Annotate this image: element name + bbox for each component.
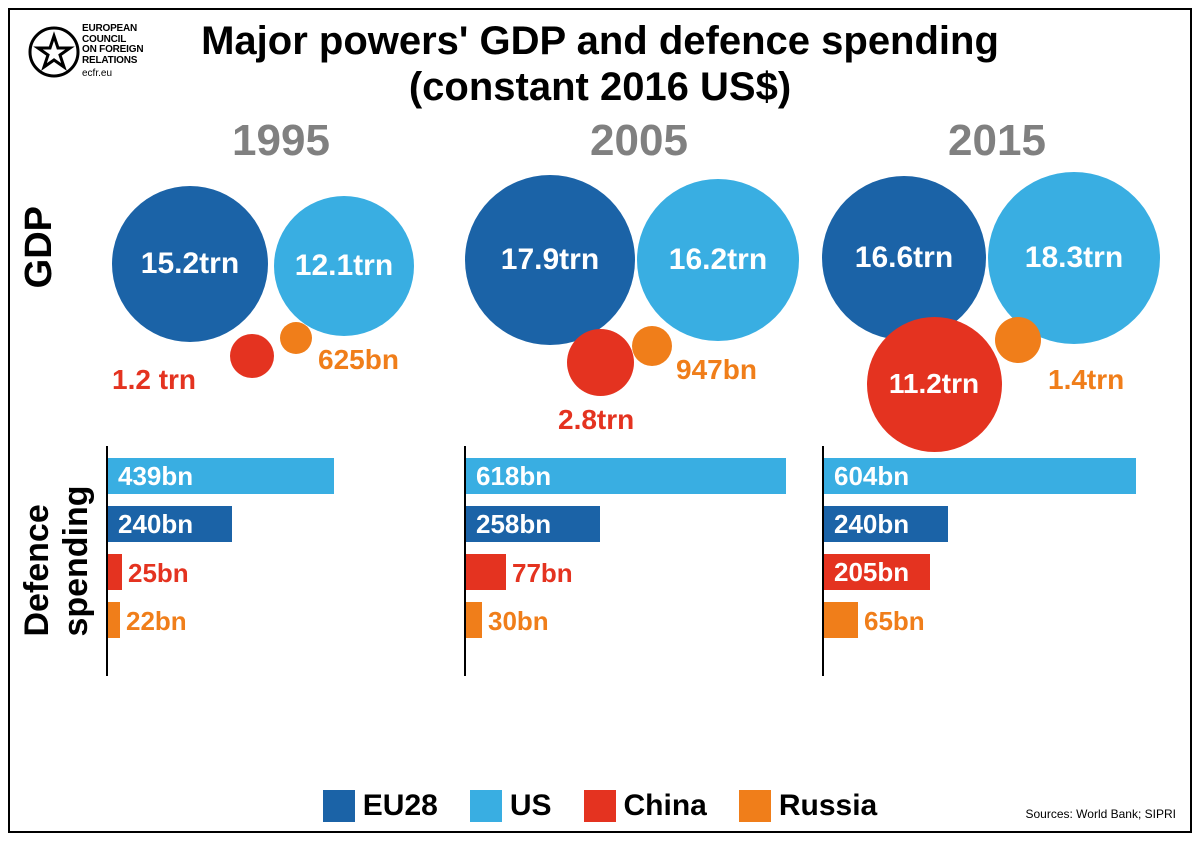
defence-bar-label-china: 77bn (512, 558, 573, 589)
logo-line4: RELATIONS (82, 56, 143, 67)
year-headers: 1995 2005 2015 (24, 116, 1176, 166)
gdp-year-group: 17.9trn16.2trn 947bn 2.8trn (460, 166, 818, 436)
defence-bar-label-china: 205bn (824, 557, 909, 588)
defence-bar-label-us: 439bn (108, 461, 193, 492)
legend-label-russia: Russia (779, 789, 877, 823)
legend-item-china: China (584, 789, 707, 823)
defence-bar-label-china: 25bn (128, 558, 189, 589)
defence-bar-label-us: 618bn (466, 461, 551, 492)
defence-year-group: 439bn 240bn 25bn 22bn (102, 446, 460, 676)
chart-title-line2: (constant 2016 US$) (24, 64, 1176, 110)
defence-bar-label-russia: 22bn (126, 606, 187, 637)
gdp-bubble-china: 11.2trn (867, 317, 1002, 452)
gdp-bubble-label-russia: 625bn (318, 344, 399, 376)
gdp-year-group: 15.2trn12.1trn 625bn 1.2 trn (102, 166, 460, 436)
gdp-bubble-china (230, 334, 274, 378)
gdp-bubble-eu: 15.2trn (112, 186, 268, 342)
legend-swatch-eu (323, 790, 355, 822)
defence-bar-china (466, 554, 506, 590)
legend-swatch-us (470, 790, 502, 822)
legend: EU28 US China Russia (10, 789, 1190, 823)
defence-bar-eu: 240bn (824, 506, 948, 542)
defence-bar-label-russia: 30bn (488, 606, 549, 637)
gdp-year-group: 16.6trn18.3trn1.4trn11.2trn (818, 166, 1176, 436)
defence-bar-eu: 240bn (108, 506, 232, 542)
gdp-bubble-russia (632, 326, 672, 366)
legend-label-us: US (510, 789, 552, 823)
legend-item-eu: EU28 (323, 789, 438, 823)
year-label: 1995 (102, 116, 460, 166)
legend-item-russia: Russia (739, 789, 877, 823)
legend-label-china: China (624, 789, 707, 823)
defence-bar-us: 618bn (466, 458, 786, 494)
defence-bar-russia (466, 602, 482, 638)
defence-axis-label: Defence spending (18, 485, 96, 636)
legend-label-eu: EU28 (363, 789, 438, 823)
chart-title-line1: Major powers' GDP and defence spending (24, 18, 1176, 64)
year-label: 2015 (818, 116, 1176, 166)
defence-bar-russia (824, 602, 858, 638)
logo-line1: EUROPEAN (82, 24, 143, 35)
defence-bar-china (108, 554, 122, 590)
defence-bar-label-eu: 240bn (108, 509, 193, 540)
gdp-bubble-eu: 16.6trn (822, 176, 986, 340)
gdp-bubble-us: 16.2trn (637, 179, 799, 341)
year-label: 2005 (460, 116, 818, 166)
ecfr-logo: EUROPEAN COUNCIL ON FOREIGN RELATIONS ec… (28, 24, 143, 79)
logo-line3: ON FOREIGN (82, 45, 143, 56)
gdp-bubble-label-china: 1.2 trn (112, 364, 196, 396)
gdp-section: GDP 15.2trn12.1trn625bn1.2 trn17.9trn16.… (24, 166, 1176, 436)
gdp-bubble-label-russia: 947bn (676, 354, 757, 386)
defence-year-group: 618bn 258bn 77bn 30bn (460, 446, 818, 676)
gdp-bubble-russia (995, 317, 1041, 363)
gdp-bubble-us: 12.1trn (274, 196, 414, 336)
defence-year-group: 604bn 240bn 205bn 65bn (818, 446, 1176, 676)
defence-bar-russia (108, 602, 120, 638)
defence-bar-china: 205bn (824, 554, 930, 590)
gdp-axis-label: GDP (18, 206, 61, 288)
source-text: Sources: World Bank; SIPRI (1025, 807, 1176, 821)
defence-section: Defence spending 439bn240bn25bn22bn618bn… (24, 446, 1176, 676)
defence-bar-us: 439bn (108, 458, 334, 494)
gdp-bubble-russia (280, 322, 312, 354)
star-circle-icon (28, 26, 80, 78)
gdp-bubble-label-russia: 1.4trn (1048, 364, 1124, 396)
legend-swatch-russia (739, 790, 771, 822)
defence-bar-eu: 258bn (466, 506, 600, 542)
gdp-bubble-label-china: 2.8trn (558, 404, 634, 436)
defence-bar-label-russia: 65bn (864, 606, 925, 637)
defence-bar-label-us: 604bn (824, 461, 909, 492)
logo-site: ecfr.eu (82, 68, 143, 79)
gdp-bubble-eu: 17.9trn (465, 175, 635, 345)
legend-item-us: US (470, 789, 552, 823)
defence-bar-us: 604bn (824, 458, 1136, 494)
legend-swatch-china (584, 790, 616, 822)
gdp-bubble-china (567, 329, 634, 396)
defence-bar-label-eu: 258bn (466, 509, 551, 540)
defence-bar-label-eu: 240bn (824, 509, 909, 540)
